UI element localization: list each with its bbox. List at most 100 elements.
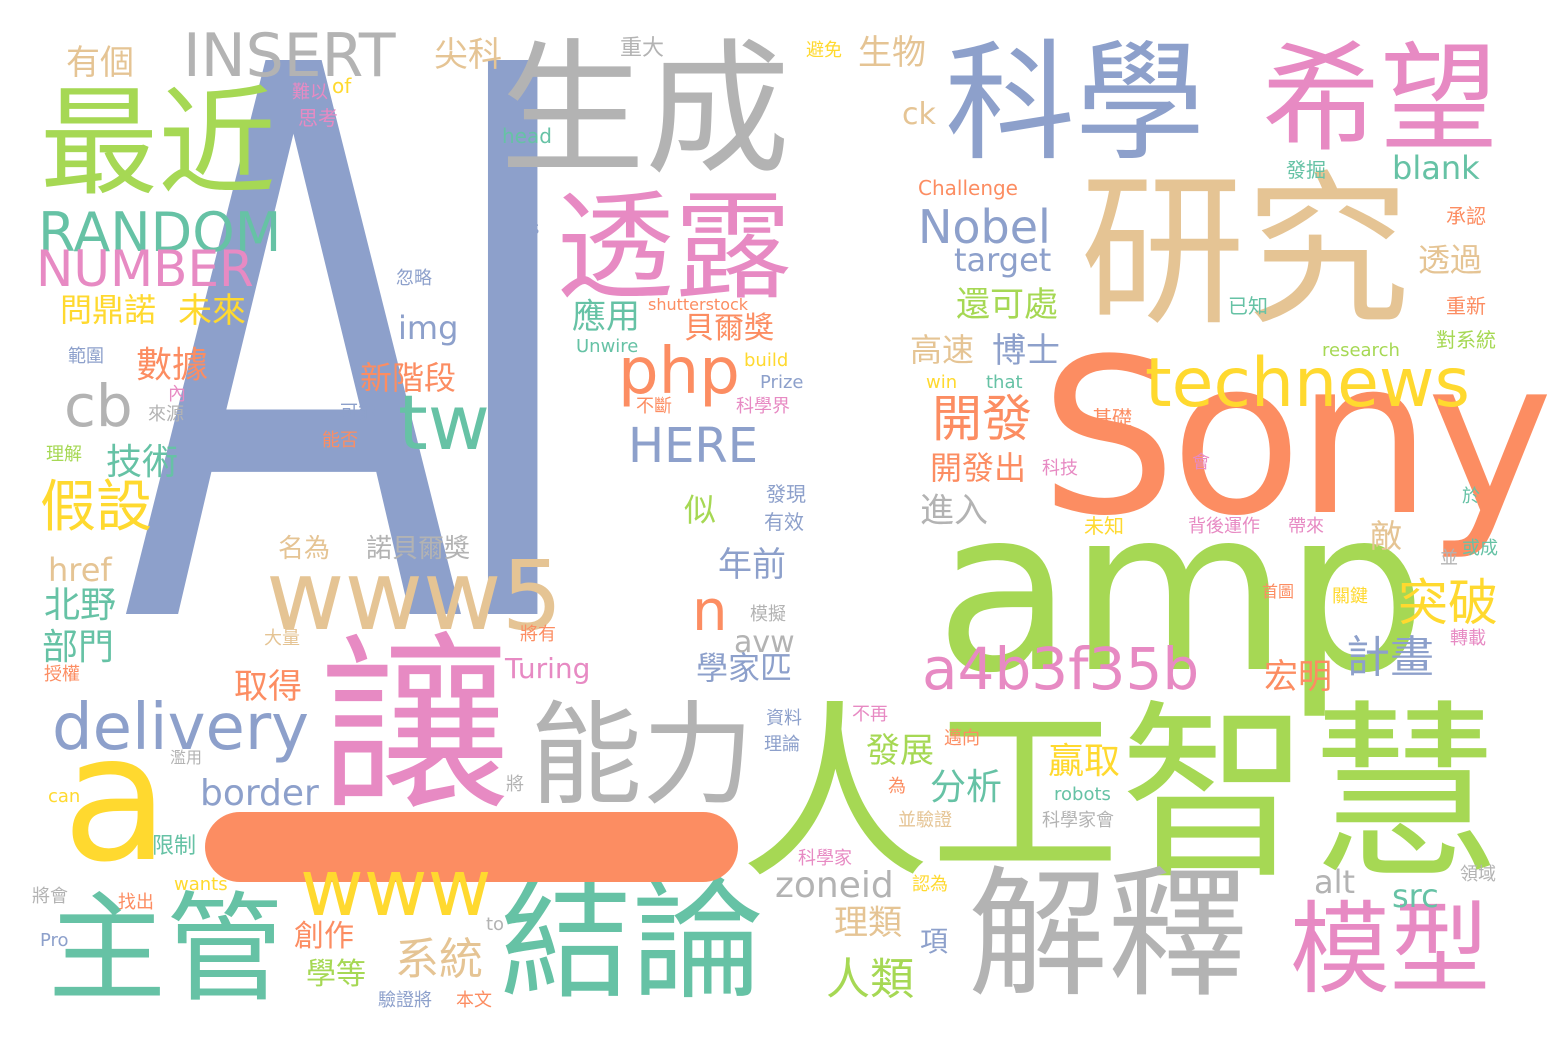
word-yanzhengjiang: 驗證將 [378,990,432,1011]
word-win: win [926,372,958,393]
word-kexuejie: 科學界 [736,396,790,417]
word-zhongda: 重大 [620,36,665,61]
word-bingyanzheng: 並驗證 [898,810,952,831]
word-tw: tw [398,378,490,467]
word-keneng: 可能 [340,402,376,423]
word-dailai: 帶來 [1288,516,1324,537]
word-ck: ck [902,97,936,132]
word-a: a [62,698,170,901]
word-tupo: 突破 [1398,574,1498,632]
word-weilai: 未來 [178,291,246,331]
word-bing: 並 [1440,548,1458,569]
word-dash [205,812,738,882]
word-jieshi: 解釋 [968,854,1249,1017]
word-kaifa: 開發 [932,390,1032,448]
word-faxian: 發現 [766,482,806,506]
word-youxiao: 有效 [764,510,804,534]
word-hongming: 宏明 [1264,657,1332,697]
word-benwen: 本文 [456,990,492,1011]
word-yu: 於 [1462,486,1480,507]
word-nei: 內 [168,384,186,405]
word-jichu: 基礎 [1092,406,1132,430]
word-cb: cb [64,372,133,440]
word-shoutu: 首圖 [1262,582,1295,601]
word-shouquan: 授權 [44,664,80,685]
word-jiangyou: 將有 [520,624,556,645]
word-ziliao: 資料 [766,708,802,729]
word-fazhan: 發展 [866,731,934,771]
word-qude: 取得 [234,667,302,707]
word-xinjieduan: 新階段 [360,359,457,397]
word-yingyong: 應用 [572,297,640,337]
word-kexuejia: 科學家 [798,848,852,869]
word-jielun: 結論 [500,864,764,1018]
word-sony: Sony [1040,312,1548,563]
word-xianzhi: 限制 [152,834,197,859]
word-renwei: 認為 [912,874,948,895]
word-di: 敵 [1370,517,1403,555]
word-jishu: 技術 [106,442,179,483]
word-xuejiapi: 學家匹 [696,649,793,687]
word-xiwang: 希望 [1262,30,1499,168]
word-beiye: 北野 [44,585,117,626]
word-jihua: 計畫 [1346,632,1434,683]
word-touguo: 透過 [1418,241,1483,279]
word-research: research [1322,340,1400,361]
word-sikao: 思考 [298,106,338,130]
word-duixitong: 對系統 [1436,328,1496,352]
word-xitong: 系統 [395,934,483,985]
word-img: img [398,309,459,347]
word-jiang: 將 [506,774,524,795]
word-zuijin: 最近 [40,74,277,212]
word-href: href [48,551,112,589]
word-can: can [48,786,81,807]
word-xuedeng: 學等 [306,957,366,992]
word-that: that [986,372,1023,393]
word-jiashe: 假設 [40,475,152,540]
word-technews: technews [1145,344,1470,423]
word-zhuguan: 主管 [48,880,285,1018]
word-shutterstock: shutterstock [648,295,749,314]
word-moni: 模擬 [750,604,786,625]
word-pro: Pro [40,930,69,951]
word-delivery: delivery [52,691,309,765]
word-chengren: 承認 [1446,204,1486,228]
word-border: border [200,773,319,814]
word-nobel: Nobel [918,200,1051,254]
word-hulue: 忽略 [396,268,432,289]
word-n: n [692,579,728,644]
word-kexuejiahui: 科學家會 [1042,810,1114,831]
word-xiang: 項 [920,925,949,958]
word-lanyong: 濫用 [170,748,203,767]
word-lilun: 理論 [764,734,800,755]
word-jianghui: 將會 [32,886,68,907]
word-prize: Prize [760,372,804,393]
word-lijie: 理解 [46,444,82,465]
word-turing: Turing [505,652,591,685]
word-robots: robots [1054,784,1111,805]
word-target: target [954,241,1052,279]
word-chuangzuo: 創作 [294,919,354,954]
word-here: HERE [628,418,759,474]
word-toulu: 透露 [556,178,793,316]
word-haikechu: 還可處 [956,285,1058,325]
word-chongxin: 重新 [1446,294,1486,318]
word-number: NUMBER [36,240,254,298]
word-a4b3f35b: a4b3f35b [922,635,1200,703]
word-www: www [300,844,492,934]
word-mingwei: 名為 [278,534,331,564]
word-to: to [486,914,505,935]
word-unwire: Unwire [576,336,639,357]
word-head: head [502,124,552,148]
word-insert: INSERT [183,21,396,91]
word-beihouyunzuo: 背後運作 [1188,516,1260,537]
word-blank: blank [1392,149,1480,187]
word-shengwu: 生物 [858,33,926,73]
word-alt: alt [1314,863,1356,901]
word-nanyi: 難以 [292,82,328,103]
word-zoneid: zoneid [775,865,894,906]
word-jinru: 進入 [920,491,988,531]
word-zhuanzai: 轉載 [1450,628,1486,649]
word-php: php [618,335,740,409]
word-ai: AI [122,0,587,794]
